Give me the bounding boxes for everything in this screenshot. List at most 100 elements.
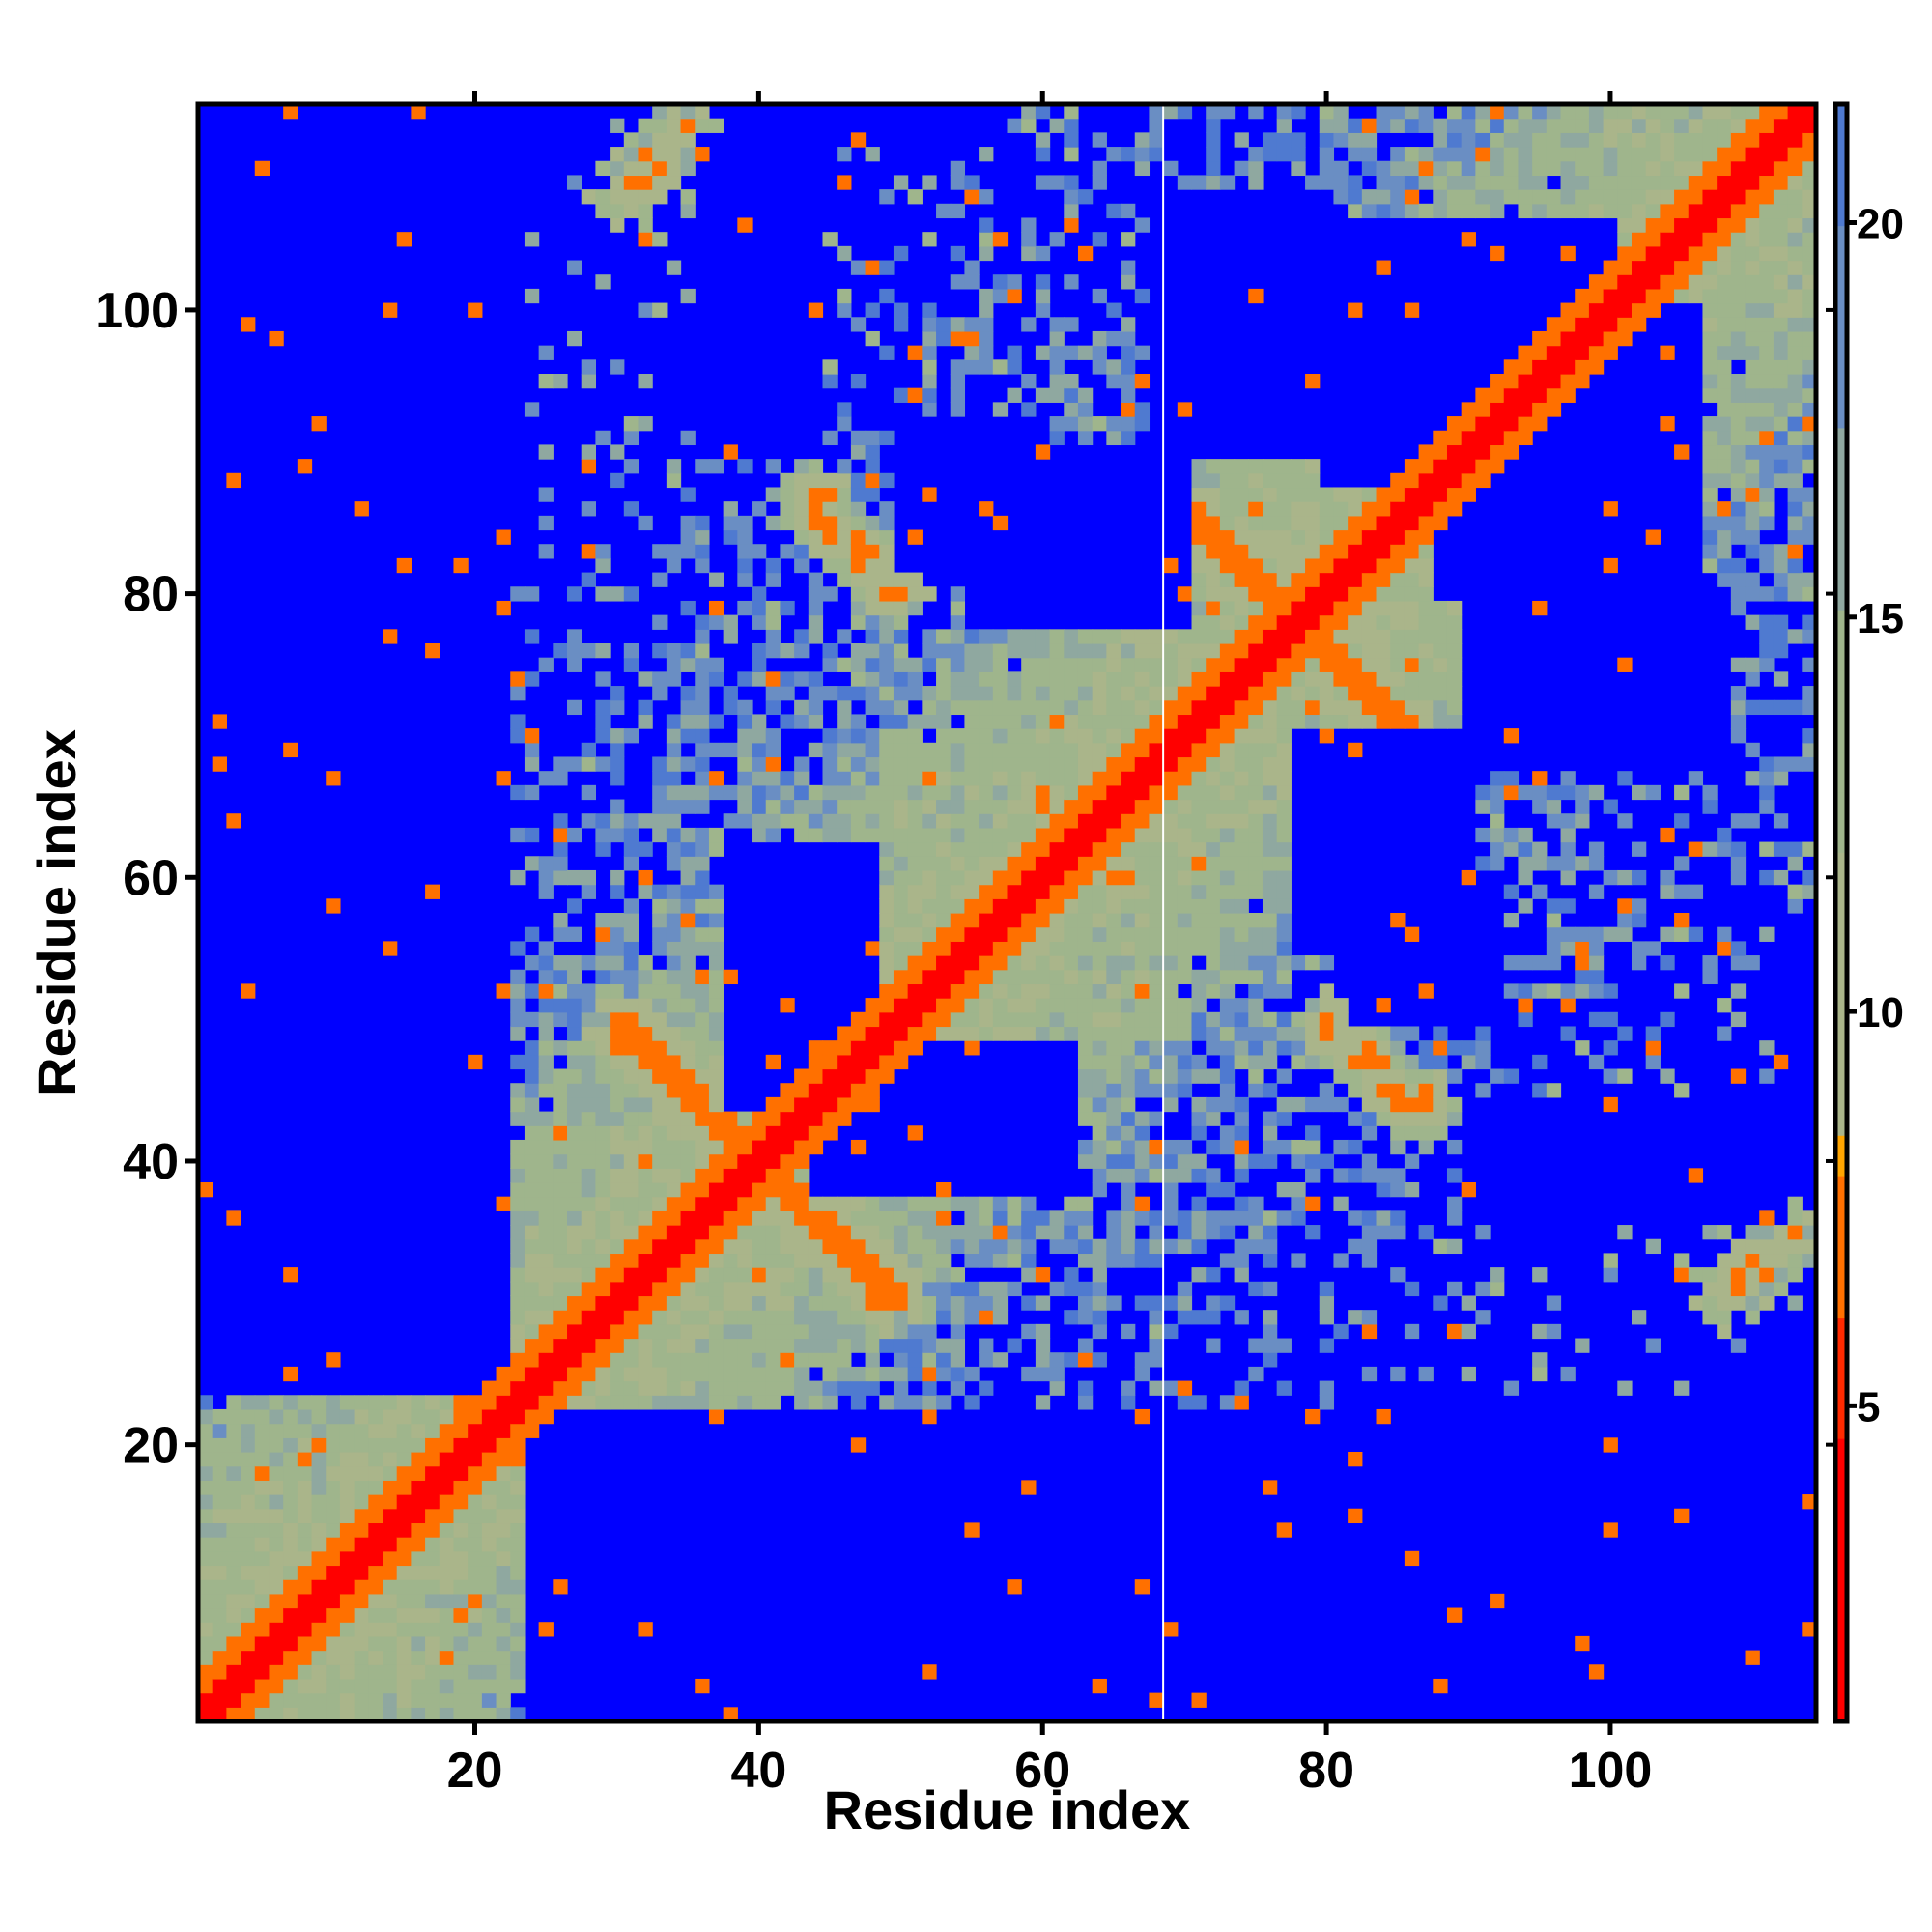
heatmap-cell: [1702, 501, 1718, 517]
heatmap-cell: [922, 941, 937, 956]
heatmap-cell: [1787, 317, 1803, 332]
heatmap-cell: [680, 699, 696, 716]
heatmap-cell: [1433, 600, 1448, 616]
heatmap-cell: [1134, 983, 1151, 999]
heatmap-cell: [1418, 544, 1434, 559]
heatmap-cell: [425, 1607, 440, 1623]
heatmap-cell: [383, 1565, 398, 1580]
heatmap-cell: [1305, 671, 1321, 687]
heatmap-cell: [1177, 827, 1193, 843]
heatmap-cell: [1759, 472, 1775, 489]
heatmap-cell: [1163, 1210, 1179, 1226]
heatmap-cell: [581, 444, 596, 460]
heatmap-cell: [623, 1210, 639, 1226]
heatmap-cell: [496, 1395, 511, 1410]
heatmap-cell: [950, 1323, 966, 1340]
heatmap-cell: [1617, 1068, 1633, 1084]
heatmap-cell: [1276, 856, 1292, 871]
heatmap-cell: [1361, 501, 1378, 517]
heatmap-cell: [1219, 472, 1236, 489]
heatmap-cell: [1206, 699, 1221, 716]
heatmap-cell: [1532, 132, 1548, 148]
heatmap-cell: [212, 1508, 227, 1524]
heatmap-cell: [1503, 983, 1520, 999]
heatmap-cell: [1077, 1196, 1094, 1211]
heatmap-cell: [1134, 799, 1151, 814]
heatmap-cell: [623, 1225, 639, 1240]
heatmap-cell: [1802, 614, 1817, 630]
heatmap-cell: [368, 1522, 384, 1538]
heatmap-cell: [538, 1323, 554, 1340]
heatmap-cell: [850, 742, 867, 758]
heatmap-cell: [1390, 1125, 1406, 1141]
heatmap-cell: [1418, 203, 1434, 219]
heatmap-cell: [1446, 1168, 1463, 1183]
heatmap-cell: [1546, 402, 1562, 417]
heatmap-cell: [510, 1622, 526, 1637]
heatmap-cell: [1404, 671, 1420, 687]
heatmap-cell: [1390, 614, 1406, 630]
heatmap-cell: [907, 686, 923, 701]
heatmap-cell: [822, 1380, 838, 1396]
heatmap-cell: [666, 1338, 682, 1353]
heatmap-cell: [1134, 1139, 1151, 1155]
heatmap-cell: [425, 1593, 440, 1609]
heatmap-cell: [481, 1452, 497, 1467]
heatmap-cell: [964, 941, 980, 956]
heatmap-cell: [1106, 955, 1122, 971]
heatmap-cell: [1121, 430, 1136, 446]
heatmap-cell: [1319, 132, 1335, 148]
heatmap-cell: [524, 742, 540, 758]
heatmap-cell: [1163, 160, 1179, 177]
heatmap-cell: [439, 1565, 455, 1580]
heatmap-cell: [865, 444, 880, 460]
heatmap-cell: [524, 1310, 540, 1325]
heatmap-cell: [1674, 147, 1690, 162]
heatmap-cell: [595, 699, 611, 716]
heatmap-cell: [538, 374, 554, 389]
heatmap-cell: [1262, 983, 1278, 999]
heatmap-cell: [1588, 160, 1605, 177]
heatmap-cell: [1518, 104, 1533, 120]
heatmap-cell: [439, 1423, 455, 1438]
heatmap-cell: [1730, 217, 1747, 233]
heatmap-cell: [752, 813, 767, 829]
heatmap-cell: [1177, 629, 1193, 644]
heatmap-cell: [1007, 1011, 1022, 1028]
heatmap-cell: [1702, 969, 1718, 985]
heatmap-cell: [638, 1352, 653, 1368]
heatmap-cell: [595, 1210, 611, 1226]
heatmap-cell: [1532, 799, 1548, 814]
heatmap-cell: [226, 1550, 242, 1567]
heatmap-cell: [1404, 459, 1420, 474]
heatmap-cell: [1219, 1395, 1236, 1410]
heatmap-cell: [1503, 955, 1520, 971]
heatmap-cell: [1276, 728, 1292, 744]
heatmap-cell: [1773, 232, 1789, 247]
heatmap-cell: [226, 1408, 242, 1425]
heatmap-cell: [1433, 629, 1448, 644]
heatmap-cell: [1773, 302, 1789, 318]
heatmap-cell: [1092, 416, 1107, 432]
heatmap-cell: [595, 1338, 611, 1353]
heatmap-cell: [1433, 1238, 1448, 1255]
heatmap-cell: [1787, 118, 1803, 133]
heatmap-cell: [595, 1395, 611, 1410]
heatmap-cell: [1121, 657, 1136, 672]
heatmap-cell: [311, 1437, 327, 1453]
heatmap-cell: [1021, 955, 1037, 971]
heatmap-cell: [1163, 1011, 1179, 1028]
heatmap-cell: [468, 1622, 483, 1637]
heatmap-cell: [652, 926, 668, 942]
heatmap-cell: [1206, 856, 1221, 871]
heatmap-cell: [1518, 869, 1533, 886]
heatmap-cell: [1077, 1068, 1094, 1084]
heatmap-cell: [1291, 147, 1306, 162]
heatmap-cell: [226, 1395, 242, 1410]
heatmap-cell: [822, 1054, 838, 1070]
colorbar-segment: [1835, 1498, 1847, 1520]
heatmap-cell: [1390, 1054, 1406, 1070]
heatmap-cell: [1219, 1026, 1236, 1041]
heatmap-cell: [879, 1310, 895, 1325]
heatmap-cell: [979, 714, 994, 729]
